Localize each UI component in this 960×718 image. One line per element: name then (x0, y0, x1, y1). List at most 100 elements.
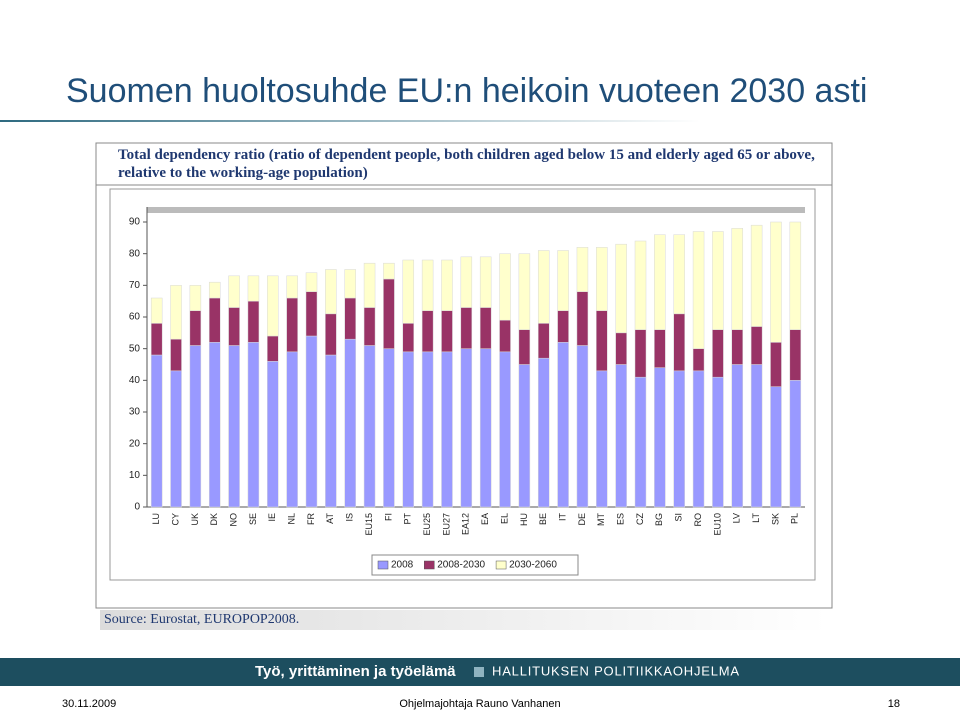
bar-segment (750, 364, 763, 508)
bar-segment (576, 247, 589, 292)
banner-right: HALLITUKSEN POLITIIKKAOHJELMA (492, 663, 740, 678)
bar-segment (537, 323, 550, 359)
bar-segment (305, 291, 318, 337)
bar-segment (402, 351, 415, 508)
bar-segment (673, 234, 685, 315)
bar-segment (692, 370, 705, 508)
x-tick-label: ES (616, 513, 626, 525)
bar-segment (150, 323, 163, 356)
bar-segment (170, 338, 182, 372)
bar-segment (537, 357, 550, 508)
bar-segment (712, 329, 724, 378)
presenter: Ohjelmajohtaja Rauno Vanhanen (399, 698, 560, 710)
bar-segment (325, 313, 337, 356)
bar-segment (325, 269, 337, 315)
banner-square (474, 667, 484, 677)
legend-swatch (377, 560, 389, 570)
bar-segment (712, 376, 724, 508)
date: 30.11.2009 (62, 698, 116, 710)
bar-segment (596, 247, 608, 311)
bar-segment (150, 297, 163, 324)
bar-segment (460, 348, 473, 508)
x-tick-label: CY (170, 513, 180, 526)
bar-segment (189, 285, 202, 311)
x-tick-label: EL (499, 513, 509, 524)
bar-segment (692, 231, 705, 349)
x-tick-label: HU (519, 513, 529, 526)
x-tick-label: PL (790, 513, 800, 524)
x-tick-label: LT (751, 513, 761, 523)
bar-segment (286, 297, 298, 353)
bar-segment (208, 281, 221, 299)
bar-segment (557, 310, 569, 343)
bar-segment (634, 329, 647, 378)
bar-segment (557, 342, 569, 508)
page-number: 18 (888, 698, 900, 710)
legend-label: 2008-2030 (437, 560, 485, 571)
bar-segment (654, 367, 666, 508)
y-tick-label: 90 (129, 217, 141, 228)
bar-segment (615, 364, 627, 508)
legend-swatch (424, 560, 435, 570)
legend-label: 2008 (391, 560, 414, 571)
bar-segment (247, 300, 260, 343)
bar-segment (615, 332, 627, 365)
x-tick-label: AT (325, 513, 335, 524)
x-tick-label: MT (596, 513, 606, 526)
legend-swatch (495, 560, 507, 570)
bar-segment (383, 278, 395, 349)
bar-segment (267, 361, 279, 508)
bar-segment (267, 275, 279, 337)
bar-segment (402, 259, 415, 324)
x-tick-label: DE (577, 513, 587, 526)
x-tick-label: UK (190, 513, 200, 526)
y-tick-label: 40 (129, 375, 141, 386)
bar-segment (479, 307, 492, 349)
x-tick-label: EU27 (441, 513, 451, 536)
bar-segment (750, 326, 763, 365)
bar-segment (325, 354, 337, 508)
bar-segment (557, 250, 569, 311)
slide-title: Suomen huoltosuhde EU:n heikoin vuoteen … (66, 72, 867, 110)
bar-segment (499, 351, 511, 508)
bar-segment (673, 313, 685, 372)
bar-segment (267, 335, 279, 362)
bar-segment (189, 345, 202, 508)
bar-segment (460, 307, 473, 349)
bar-segment (654, 234, 666, 330)
bar-segment (750, 224, 763, 327)
bar-segment (731, 228, 744, 330)
bar-segment (286, 275, 298, 299)
bar-segment (441, 310, 453, 353)
banner-left: Työ, yrittäminen ja työelämä (255, 663, 456, 680)
y-tick-label: 30 (129, 407, 141, 418)
y-tick-label: 20 (129, 438, 141, 449)
bar-segment (421, 259, 434, 311)
bar-segment (692, 348, 705, 372)
bar-segment (208, 297, 221, 343)
bar-segment (383, 262, 395, 280)
bar-segment (170, 285, 182, 340)
x-tick-label: NL (287, 513, 297, 525)
x-tick-label: CZ (635, 513, 645, 525)
bar-segment (731, 329, 744, 365)
x-tick-label: EA (480, 513, 490, 525)
bar-segment (654, 329, 666, 368)
bar-segment (170, 370, 182, 508)
bar-segment (228, 345, 240, 508)
bar-segment (344, 269, 356, 299)
bar-segment (363, 345, 376, 508)
x-tick-label: RO (693, 513, 703, 527)
x-tick-label: SE (248, 513, 258, 525)
bar-segment (634, 240, 647, 330)
y-tick-label: 60 (129, 312, 141, 323)
x-tick-label: FI (383, 513, 393, 521)
bar-segment (247, 275, 260, 302)
bar-segment (789, 329, 802, 381)
x-tick-label: SI (674, 513, 684, 522)
bar-segment (770, 342, 782, 387)
bar-segment (189, 310, 202, 346)
bar-segment (228, 307, 240, 346)
x-tick-label: SK (770, 513, 780, 525)
bar-segment (421, 310, 434, 353)
